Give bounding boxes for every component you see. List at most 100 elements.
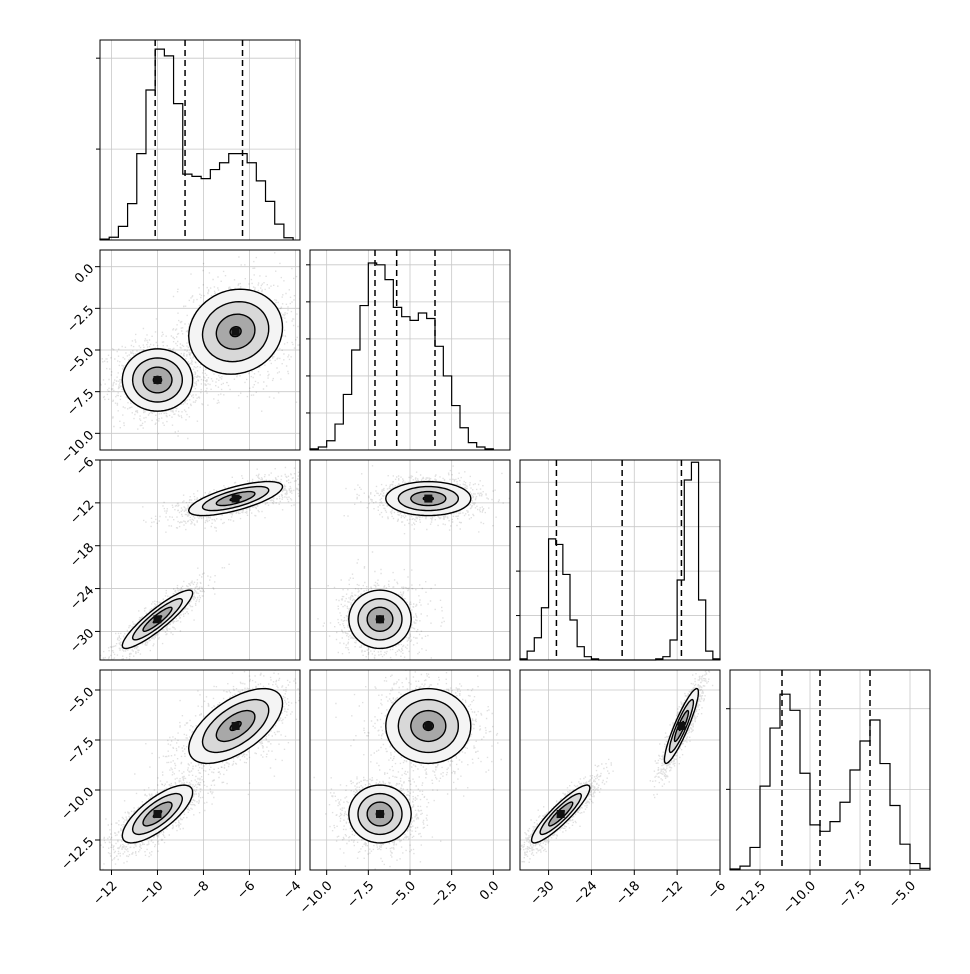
panel-frame [729, 669, 931, 871]
density-peak [231, 494, 240, 503]
panel-frame [519, 459, 721, 661]
panel-content [310, 460, 510, 660]
contour-line [410, 490, 447, 507]
panel-frame [99, 669, 301, 871]
x-tick-label: −8 [188, 878, 212, 902]
x-tick-label: 0.0 [477, 878, 502, 903]
panel-frame [519, 669, 721, 871]
y-tick-label: 0.0 [72, 261, 97, 286]
panel-content [520, 670, 720, 870]
density-panel-3-2 [519, 669, 721, 871]
x-tick-label: −7.5 [836, 878, 869, 911]
histogram-step [309, 262, 494, 450]
x-tick-label: −12 [91, 878, 121, 908]
y-tick-label: −2.5 [64, 303, 97, 336]
y-tick-label: −10.0 [59, 785, 98, 824]
hist-panel-0 [96, 39, 301, 241]
contour-line [357, 597, 403, 641]
y-tick-label: −12.5 [59, 835, 98, 874]
density-panel-3-0 [99, 669, 301, 871]
contour-line [201, 698, 270, 754]
x-tick-label: −30 [528, 878, 558, 908]
y-tick-label: −7.5 [64, 735, 97, 768]
contour-line [229, 326, 242, 338]
panel-frame [99, 459, 301, 661]
hist-panel-3 [726, 669, 931, 871]
contour-line [366, 801, 394, 827]
contour-line [348, 589, 412, 650]
x-tick-label: −6 [234, 878, 258, 902]
contour-line [131, 792, 184, 836]
panel-frame [309, 249, 511, 451]
contour-line [131, 598, 184, 641]
histogram-step [729, 693, 931, 870]
panel-bg [100, 40, 300, 240]
contour-line [187, 687, 284, 765]
contour-line [215, 313, 256, 350]
panel-content [100, 250, 300, 450]
panel-content [100, 670, 300, 870]
density-peak [231, 327, 240, 336]
contour-line [357, 792, 403, 836]
hist-panel-2 [516, 459, 721, 661]
x-tick-label: −24 [570, 878, 600, 908]
histogram-step [99, 48, 294, 240]
contour-line [410, 709, 447, 743]
scatter-points [335, 670, 502, 797]
contour-line [187, 480, 284, 517]
panel-frame [309, 459, 511, 661]
contour-line [121, 784, 194, 844]
y-tick-label: −24 [67, 583, 97, 613]
density-peak [231, 722, 240, 730]
hist-panel-1 [306, 249, 511, 451]
panel-frame [99, 39, 301, 241]
contour-line [215, 709, 256, 743]
contour-line [397, 698, 460, 754]
x-tick-label: −5.0 [886, 878, 919, 911]
x-tick-label: −6 [705, 878, 729, 902]
density-peak [153, 615, 162, 624]
density-peak [376, 810, 384, 818]
contour-line [201, 485, 270, 512]
x-tick-label: −18 [613, 878, 643, 908]
contour-line [668, 698, 695, 754]
contour-line [385, 480, 472, 517]
x-tick-label: −12.5 [730, 878, 769, 917]
contour-line [201, 300, 270, 363]
contour-line [121, 589, 194, 650]
contour-line [366, 606, 394, 633]
contour-line [348, 784, 412, 844]
density-peak [153, 376, 162, 384]
density-panel-3-1 [309, 669, 511, 871]
y-tick-label: −5.0 [64, 345, 97, 378]
x-tick-label: −12 [656, 878, 686, 908]
density-panel-2-1 [309, 459, 511, 661]
density-peak [376, 615, 384, 624]
density-peak [424, 722, 433, 730]
contour-line [142, 606, 173, 632]
contour-line [530, 784, 591, 844]
x-tick-label: −10.0 [780, 878, 819, 917]
y-tick-label: −5.0 [64, 685, 97, 718]
contour-line [397, 485, 460, 512]
contour-line [663, 687, 700, 765]
contour-line [215, 490, 256, 507]
density-panel-2-0 [99, 459, 301, 661]
x-tick-label: −5.0 [386, 878, 419, 911]
density-peak [677, 722, 686, 730]
x-tick-label: −10.0 [297, 878, 336, 917]
density-peak [424, 494, 433, 503]
panel-bg [520, 460, 720, 660]
x-tick-label: −7.5 [344, 878, 377, 911]
x-tick-label: −10 [137, 878, 167, 908]
panel-content [100, 460, 300, 660]
panel-bg [730, 670, 930, 870]
y-tick-label: −30 [67, 626, 97, 656]
panel-content [310, 670, 510, 870]
contour-line [131, 357, 184, 403]
contour-line [539, 792, 583, 836]
y-tick-label: −12 [67, 498, 97, 528]
contour-line [385, 687, 472, 765]
